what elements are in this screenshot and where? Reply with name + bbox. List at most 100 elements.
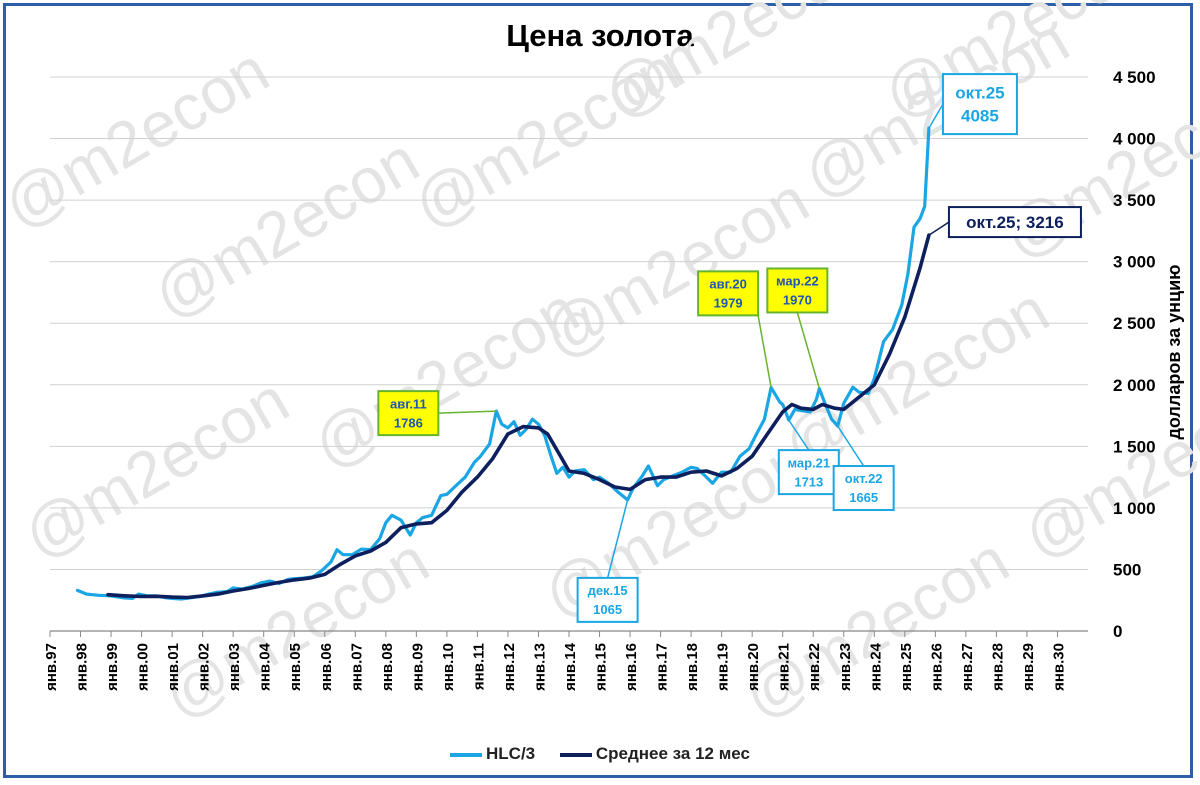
annotation-callout: авг.11 1786: [377, 390, 497, 437]
annotation-callout: окт.25; 3216: [928, 206, 1082, 239]
x-tick-label: янв.10: [440, 643, 457, 691]
x-tick-label: янв.98: [74, 643, 91, 691]
annotation-box: [576, 576, 639, 623]
annotation-leader: [928, 221, 950, 236]
annotation-box: [777, 449, 840, 496]
annotation-leader: [606, 499, 629, 579]
annotation-text: окт.25; 3216: [966, 213, 1064, 232]
annotation-text: окт.22: [845, 471, 883, 486]
annotation-box: [832, 465, 895, 512]
y-tick-label: 0: [1113, 622, 1122, 641]
x-tick-label: янв.24: [867, 642, 884, 691]
annotation-text: мар.22: [776, 274, 819, 289]
chart-title: Цена золота: [506, 18, 694, 53]
annotation-callout: мар.22 1970: [766, 267, 829, 389]
watermark-0: @m2econ: [0, 33, 280, 242]
y-tick-label: 3 000: [1113, 253, 1156, 272]
annotation-box: [766, 267, 829, 314]
x-tick-label: янв.30: [1050, 643, 1067, 691]
x-tick-label: янв.06: [318, 643, 335, 691]
x-tick-label: янв.09: [409, 643, 426, 691]
series-line-average: [106, 233, 931, 600]
x-tick-label: янв.01: [165, 643, 182, 691]
annotation-text: 1065: [593, 602, 622, 617]
legend-swatch-average: [559, 752, 592, 757]
annotation-text: 1665: [849, 490, 878, 505]
watermark-10: @m2econ: [531, 423, 820, 632]
y-tick-label: 4 500: [1113, 68, 1156, 87]
annotation-text: 1970: [783, 293, 812, 308]
y-tick-label: 500: [1113, 560, 1141, 579]
x-tick-label: янв.97: [43, 643, 60, 691]
annotation-text: окт.25: [955, 84, 1004, 103]
x-tick-label: янв.28: [989, 643, 1006, 691]
watermark-3: @m2econ: [591, 0, 880, 132]
x-tick-label: янв.18: [684, 643, 701, 691]
x-tick-label: янв.23: [837, 643, 854, 691]
x-tick-label: янв.21: [776, 643, 793, 691]
x-tick-label: янв.04: [257, 642, 274, 691]
annotation-text: 1979: [714, 296, 743, 311]
y-tick-label: 2 500: [1113, 314, 1156, 333]
annotation-leader: [928, 103, 944, 129]
x-tick-label: янв.99: [104, 643, 121, 691]
watermark-1: @m2econ: [141, 123, 430, 332]
watermark-13: @m2econ: [731, 523, 1020, 732]
x-tick-label: янв.03: [226, 643, 243, 691]
annotation-box: [377, 390, 440, 437]
annotation-leader: [837, 425, 865, 467]
annotation-text: 1786: [394, 415, 423, 430]
annotation-callout: дек.15 1065: [576, 499, 639, 623]
annotation-leader: [796, 312, 821, 389]
x-tick-label: янв.29: [1020, 643, 1037, 691]
annotation-box: [941, 73, 1018, 136]
legend-item-hlc: HLC/3: [450, 744, 535, 764]
annotation-leader: [788, 419, 810, 451]
legend-label-average: Среднее за 12 мес: [595, 744, 750, 763]
x-tick-label: янв.19: [715, 643, 732, 691]
legend-swatch-hlc: [450, 752, 483, 757]
legend: HLC/3 Среднее за 12 мес: [0, 744, 1200, 764]
x-tick-label: янв.14: [562, 642, 579, 691]
legend-label-hlc: HLC/3: [486, 744, 536, 763]
x-tick-label: янв.26: [928, 643, 945, 691]
annotation-box: [947, 206, 1082, 239]
x-tick-label: янв.22: [806, 643, 823, 691]
x-tick-label: янв.13: [531, 643, 548, 691]
x-tick-label: янв.15: [593, 643, 610, 691]
watermark-9: @m2econ: [11, 363, 300, 572]
annotation-text: авг.11: [390, 396, 427, 411]
x-tick-label: янв.20: [745, 643, 762, 691]
watermark-12: @m2econ: [151, 523, 440, 732]
x-tick-label: янв.16: [623, 643, 640, 691]
x-tick-label: янв.17: [654, 643, 671, 691]
annotation-text: 1713: [794, 474, 823, 489]
y-tick-label: 1 500: [1113, 437, 1156, 456]
x-tick-label: янв.05: [287, 643, 304, 691]
y-axis-label: долларов за унцию: [1164, 264, 1184, 439]
annotation-leader: [438, 410, 497, 414]
x-tick-label: янв.00: [135, 643, 152, 691]
annotation-callout: окт.25 4085: [928, 73, 1018, 136]
annotation-text: мар.21: [787, 455, 830, 470]
x-tick-label: янв.27: [959, 643, 976, 691]
x-tick-label: янв.07: [348, 643, 365, 691]
y-tick-label: 2 000: [1113, 376, 1156, 395]
annotation-callout: окт.22 1665: [832, 425, 895, 512]
x-tick-label: янв.08: [379, 643, 396, 691]
y-tick-label: 4 000: [1113, 130, 1156, 149]
annotation-callout: авг.20 1979: [697, 270, 772, 388]
annotation-box: [697, 270, 760, 317]
annotation-leader: [757, 315, 772, 388]
y-tick-label: 1 000: [1113, 499, 1156, 518]
annotation-text: 4085: [961, 107, 999, 126]
y-tick-label: 3 500: [1113, 191, 1156, 210]
annotation-callout: мар.21 1713: [777, 419, 840, 496]
legend-item-average: Среднее за 12 мес: [559, 744, 750, 764]
annotation-text: дек.15: [588, 583, 628, 598]
x-tick-label: янв.12: [501, 643, 518, 691]
x-tick-label: янв.25: [898, 643, 915, 691]
x-tick-label: янв.02: [196, 643, 213, 691]
x-tick-label: янв.11: [470, 643, 487, 690]
